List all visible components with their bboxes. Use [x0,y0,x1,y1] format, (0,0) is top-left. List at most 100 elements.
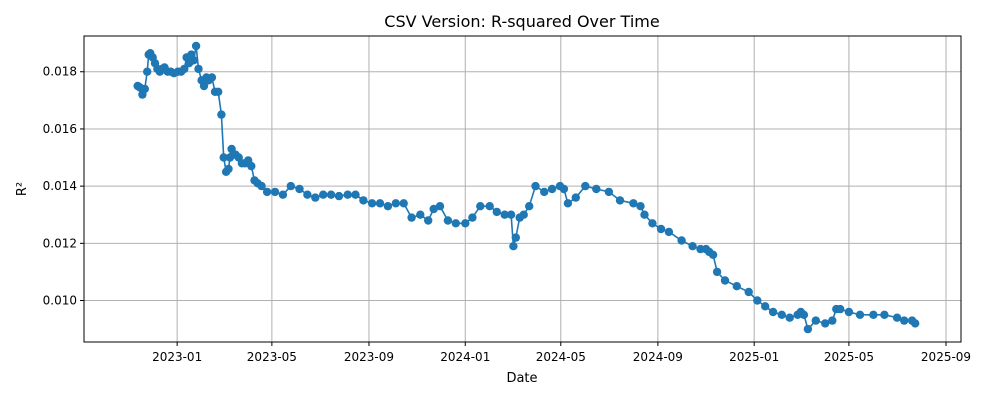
data-point [777,310,786,319]
data-point [286,181,295,191]
data-point [199,81,209,91]
data-point [732,282,741,291]
y-axis-label: R² [15,182,30,196]
data-point [435,202,445,211]
data-point [303,190,312,199]
data-point [247,161,256,171]
data-point [140,84,149,94]
data-point [334,191,344,201]
data-point [194,64,203,74]
data-point [656,224,666,234]
data-point [189,56,198,65]
data-point [476,202,485,211]
plot-frame [83,35,962,343]
data-point [424,216,433,225]
y-tick-label: 0.018 [43,65,77,79]
data-point [429,204,438,214]
data-point [880,310,889,319]
data-point [191,41,201,51]
data-point [563,199,573,208]
chart-title: CSV Version: R-squared Over Time [384,12,659,31]
data-point [383,202,393,211]
data-point [753,296,762,305]
y-tick-label: 0.010 [43,294,77,308]
data-point [720,276,730,285]
data-point [761,302,770,311]
data-point [492,207,501,217]
data-point [688,242,697,251]
y-axis-ticks: 0.010 0.012 0.014 0.016 0.018 [43,65,84,308]
x-tick-label: 2025-01 [729,350,779,364]
data-point [571,193,580,202]
data-point [799,310,809,319]
data-point [143,67,152,76]
data-point [525,202,534,211]
data-point [180,64,189,74]
x-tick-label: 2025-09 [921,350,971,364]
data-point [592,184,601,194]
data-point [559,184,569,194]
data-point [785,313,794,322]
data-point [581,181,590,191]
data-point [648,219,657,228]
x-tick-label: 2024-01 [440,350,490,364]
data-point [375,199,385,208]
data-point [844,307,854,317]
x-tick-label: 2024-05 [536,350,586,364]
data-point [295,184,304,194]
data-point [270,187,280,197]
data-point [509,242,518,251]
data-point [311,193,320,202]
grid-lines [84,36,961,342]
data-point [326,190,336,199]
data-point [343,190,352,199]
data-point [708,250,718,259]
data-point [367,199,377,208]
data-point [531,181,540,191]
data-point [821,319,830,328]
x-axis-ticks: 2023-01 2023-05 2023-09 2024-01 2024-05 2024-… [152,342,971,364]
data-point [407,213,416,222]
y-tick-label: 0.014 [43,179,77,193]
data-point [677,236,686,245]
data-point [828,316,837,325]
data-point [262,187,272,197]
data-point [604,187,614,197]
data-point [803,324,813,334]
y-tick-label: 0.012 [43,236,77,250]
data-point [399,199,408,208]
data-point [547,184,557,194]
y-tick-label: 0.016 [43,122,77,136]
data-point [664,227,674,237]
data-point [511,233,520,242]
data-point [278,190,288,199]
data-point [768,307,778,317]
data-point [359,196,368,205]
x-tick-label: 2023-09 [344,350,394,364]
data-point [391,199,400,208]
data-point [911,319,920,328]
data-point [219,153,228,162]
data-point [217,110,226,119]
data-point [540,187,549,197]
data-point [629,199,638,208]
data-point [461,219,470,228]
x-tick-label: 2024-09 [633,350,683,364]
data-point [485,202,494,211]
x-tick-label: 2025-05 [824,350,874,364]
data-point [869,310,878,319]
data-point [519,210,528,219]
data-point [615,196,625,205]
data-point [443,216,453,225]
data-point [224,164,233,174]
data-point [451,219,460,228]
data-point [468,213,477,222]
data-point [416,210,425,219]
data-point [214,87,223,97]
data-point [500,210,509,219]
series-r-squared [133,41,920,334]
data-point [257,181,266,191]
data-point [351,190,360,199]
x-axis-label: Date [506,371,537,386]
